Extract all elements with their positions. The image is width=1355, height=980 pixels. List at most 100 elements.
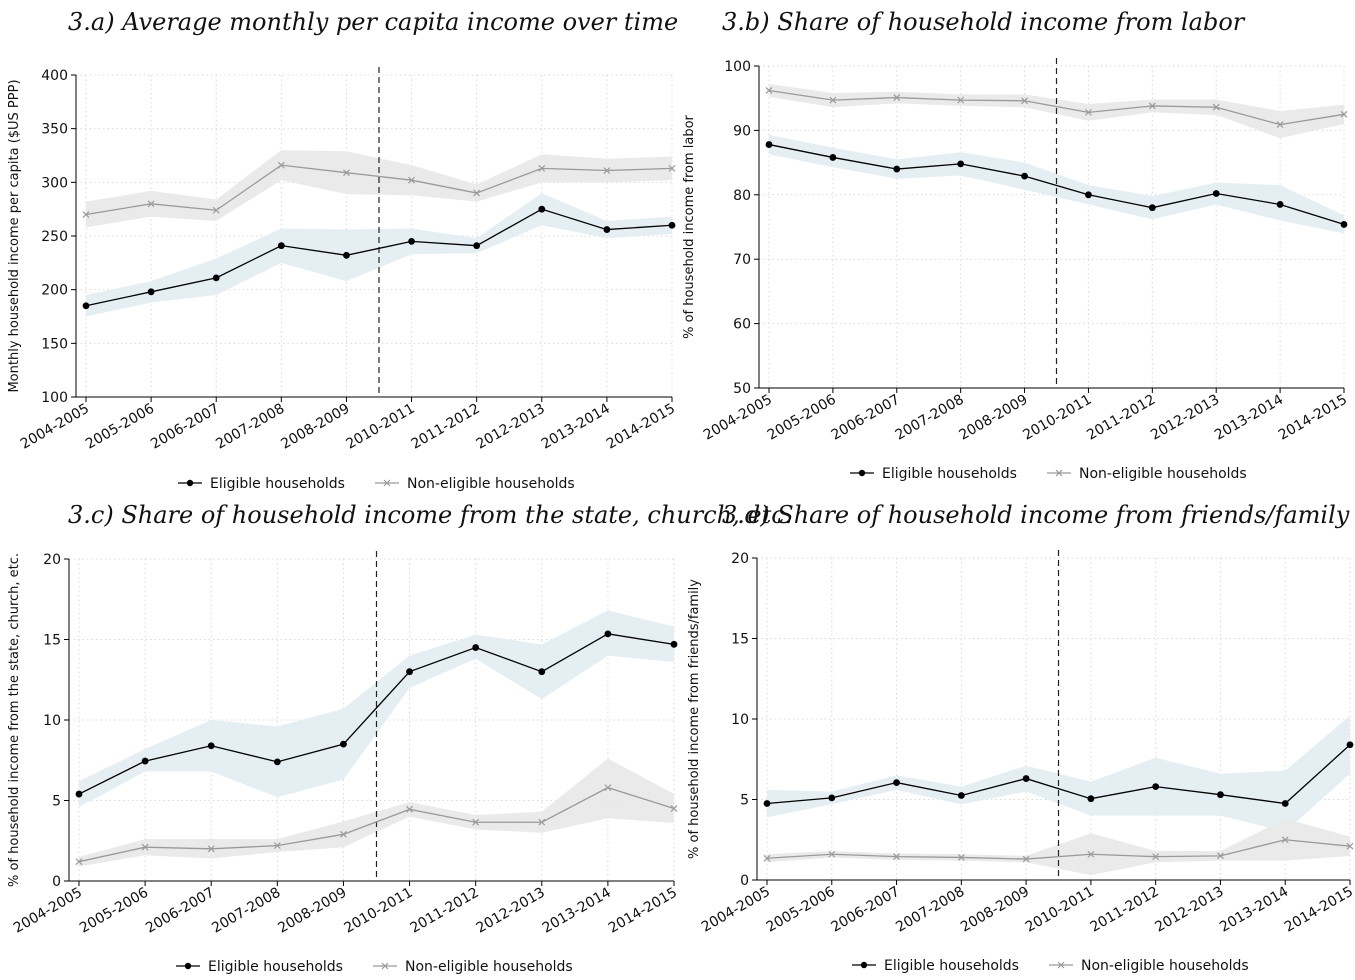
data-point-non-eligible [893, 94, 901, 101]
legend-label: Non-eligible households [1081, 958, 1249, 974]
data-point-eligible [828, 794, 836, 802]
data-point-eligible [147, 288, 155, 296]
data-point-eligible [670, 640, 678, 648]
legend-label: Non-eligible households [405, 959, 573, 975]
x-tick-label: 2012-2013 [474, 401, 548, 453]
legend-label: Eligible households [210, 476, 345, 492]
data-point-non-eligible [957, 96, 965, 104]
x-tick-label: 2005-2006 [83, 401, 157, 453]
data-point-eligible [75, 790, 83, 798]
data-point-non-eligible [763, 854, 771, 862]
data-point-non-eligible [343, 169, 350, 177]
data-point-non-eligible [1281, 836, 1289, 844]
y-tick-label: 50 [733, 381, 751, 397]
data-point-non-eligible [1217, 852, 1224, 860]
data-point-eligible [1340, 221, 1348, 228]
x-tick-label: 2004-2005 [699, 884, 773, 936]
data-point-non-eligible [273, 842, 281, 850]
data-point-eligible [141, 757, 149, 765]
data-point-eligible [473, 242, 481, 250]
data-point-eligible [212, 274, 220, 282]
panel-b: 3.b) Share of household income from labo… [680, 0, 1355, 500]
data-point-eligible [893, 165, 901, 173]
data-point-non-eligible [538, 164, 546, 172]
y-tick-label: 5 [740, 793, 749, 809]
x-tick-label: 2007-2008 [213, 401, 287, 453]
data-point-non-eligible [603, 167, 611, 174]
series-line-eligible [85, 208, 673, 307]
data-point-eligible [1085, 191, 1092, 199]
x-tick-label: 2004-2005 [11, 885, 85, 937]
data-point-eligible [1217, 791, 1224, 799]
panel-a: 3.a) Average monthly per capita income o… [0, 0, 680, 500]
x-tick-label: 2006-2007 [148, 401, 222, 453]
data-point-non-eligible [668, 164, 676, 172]
data-point-non-eligible [340, 830, 347, 838]
y-tick-label: 80 [733, 188, 751, 204]
series-line-eligible [768, 143, 1345, 226]
data-point-eligible [1346, 741, 1354, 749]
data-point-non-eligible [277, 161, 285, 169]
data-point-eligible [1276, 201, 1284, 208]
y-axis-label: % of household income from friends/famil… [687, 579, 702, 859]
confidence-band-eligible [86, 193, 672, 317]
x-tick-label: 2005-2006 [765, 392, 839, 444]
x-tick-label: 2014-2015 [604, 401, 678, 453]
y-axis-label: Monthly household income per capita ($US… [7, 79, 22, 392]
x-tick-label: 2005-2006 [764, 884, 838, 936]
y-tick-label: 20 [731, 551, 749, 567]
data-point-eligible [408, 237, 415, 245]
panel-c: 3.c) Share of household income from the … [0, 495, 792, 980]
x-tick-label: 2010-2011 [1020, 392, 1094, 444]
x-tick-label: 2010-2011 [343, 401, 417, 453]
series-line-non-eligible [78, 786, 675, 863]
legend-label: Eligible households [884, 958, 1019, 974]
x-tick-label: 2006-2007 [143, 885, 217, 937]
data-point-non-eligible [1087, 850, 1095, 858]
y-tick-label: 100 [724, 59, 751, 75]
chart-a: 1001502002503003504002004-20052005-20062… [7, 67, 678, 492]
y-tick-label: 15 [731, 632, 749, 648]
data-point-non-eligible [141, 843, 149, 851]
x-tick-label: 2012-2013 [474, 885, 548, 937]
data-point-eligible [668, 221, 676, 229]
x-tick-label: 2012-2013 [1152, 884, 1226, 936]
chart-b: 50 60 70 80 90 100 2004-20052005-20062006-2007… [682, 58, 1350, 482]
x-tick-label: 2005-2006 [77, 885, 151, 937]
data-point-non-eligible [765, 87, 773, 94]
x-tick-label: 2007-2008 [209, 885, 283, 937]
data-point-eligible [1281, 800, 1289, 807]
x-tick-label: 2007-2008 [893, 392, 967, 444]
legend-marker-x [1055, 469, 1063, 477]
data-point-eligible [277, 242, 285, 250]
legend-marker-x [383, 479, 391, 487]
x-tick-label: 2004-2005 [701, 392, 775, 444]
y-tick-label: 15 [43, 633, 61, 649]
confidence-band-non-eligible [767, 818, 1350, 876]
y-tick-label: 0 [740, 873, 749, 889]
data-point-eligible [472, 644, 480, 651]
data-point-non-eligible [538, 818, 546, 826]
legend-marker-dot [858, 469, 866, 477]
legend-label: Non-eligible households [407, 476, 575, 492]
data-point-non-eligible [670, 805, 678, 812]
legend-label: Eligible households [208, 959, 343, 975]
data-point-eligible [1152, 783, 1160, 791]
data-point-non-eligible [472, 818, 480, 826]
data-point-non-eligible [604, 784, 612, 792]
x-tick-label: 2004-2005 [18, 401, 92, 453]
data-point-eligible [82, 302, 90, 310]
y-tick-label: 400 [41, 68, 68, 84]
chart-title: 3.d) Share of household income from frie… [722, 501, 1350, 529]
data-point-eligible [343, 251, 350, 259]
legend-marker-dot [186, 479, 194, 487]
x-tick-label: 2010-2011 [1023, 884, 1097, 936]
data-point-non-eligible [1148, 102, 1156, 110]
x-tick-label: 2014-2015 [606, 885, 680, 937]
y-tick-label: 10 [43, 713, 61, 729]
data-point-eligible [1148, 204, 1156, 212]
x-tick-label: 2014-2015 [1276, 392, 1350, 444]
data-point-non-eligible [147, 200, 155, 208]
confidence-band-eligible [769, 134, 1344, 234]
panel-d: 3.d) Share of household income from frie… [680, 495, 1355, 980]
